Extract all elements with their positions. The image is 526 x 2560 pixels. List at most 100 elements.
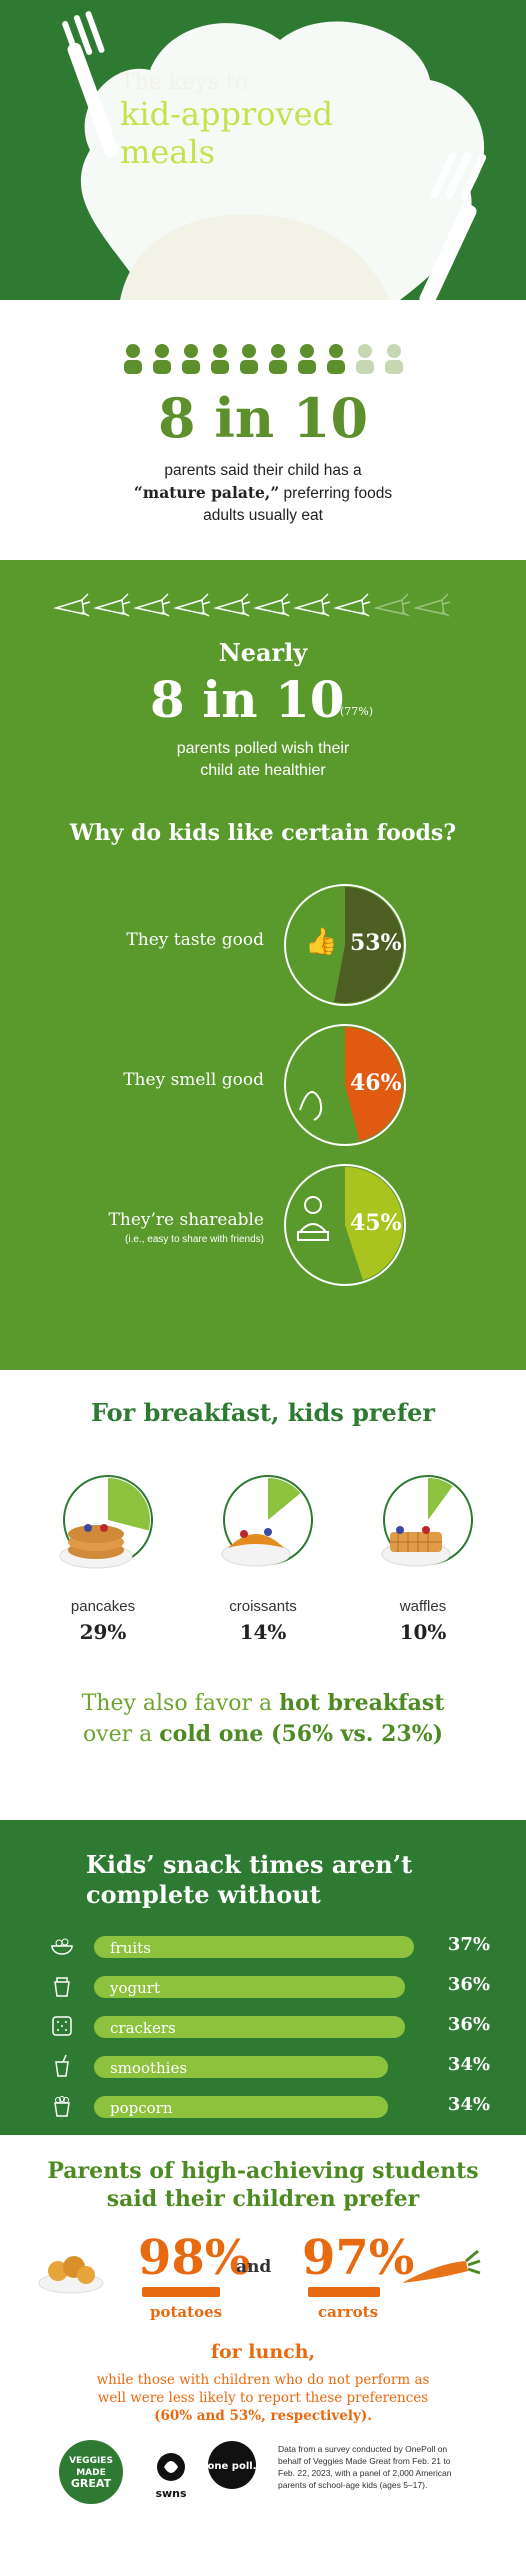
pancakes-value: 29% — [79, 1620, 127, 1644]
snack-label-smoothies: smoothies — [110, 2059, 188, 2077]
carrots-label: carrots — [318, 2303, 379, 2321]
snack-value-crackers: 36% — [447, 2014, 490, 2035]
snack-label-popcorn: popcorn — [110, 2099, 173, 2117]
snack-value-popcorn: 34% — [447, 2094, 490, 2115]
stat2-percent: (77%) — [340, 705, 374, 718]
note-line3: Feb. 22, 2023, with a panel of 2,000 Ame… — [278, 2468, 452, 2478]
snack-value-fruits: 37% — [447, 1934, 490, 1955]
waffles-slice — [428, 1478, 453, 1520]
onepoll-logo: one poll. — [208, 2441, 257, 2489]
potatoes-label: potatoes — [150, 2303, 223, 2321]
thumbs-up-icon: 👍 — [305, 926, 337, 957]
breakfast-item-pancakes: pancakes 29% — [28, 1470, 178, 1670]
waffles-pie — [381, 1475, 473, 1567]
hot-breakfast-text: They also favor a hot breakfast over a c… — [0, 1688, 526, 1750]
snack-value-yogurt: 36% — [447, 1974, 490, 1995]
reason-smell-slice — [345, 1027, 404, 1142]
reason-share-pie — [284, 1164, 406, 1286]
comparison-line3: (60% and 53%, respectively). — [154, 2408, 372, 2424]
breakfast-title: For breakfast, kids prefer — [90, 1398, 436, 1427]
snack-row-fruits: fruits 37% — [50, 1932, 490, 1960]
reason-taste-label: They taste good — [126, 930, 264, 950]
smoothie-cup-icon — [55, 2054, 69, 2077]
carrot-icons-row — [53, 593, 451, 617]
snack-row-smoothies: smoothies 34% — [50, 2052, 490, 2080]
breakfast-item-croissants: croissants 14% — [188, 1470, 338, 1670]
mature-palate-stat: 8 in 10 parents said their child has a “… — [0, 300, 526, 560]
sharing-kid-icon — [297, 1196, 329, 1241]
survey-note: Data from a survey conducted by OnePoll … — [278, 2443, 498, 2491]
croissants-slice — [268, 1478, 301, 1520]
reason-share-value: 45% — [350, 1210, 402, 1236]
snack-bar-smoothies: smoothies — [94, 2056, 388, 2078]
pancakes-pie — [59, 1475, 153, 1569]
parent-icons-row — [124, 344, 403, 374]
stat1-caption-bold: “mature palate,” — [133, 483, 280, 502]
reason-smell-value: 46% — [350, 1070, 402, 1096]
stat2-caption: parents polled wish their child ate heal… — [0, 738, 526, 782]
stat1-big-number: 8 in 10 — [157, 386, 369, 450]
stat2-big-number: 8 in 10 — [150, 670, 345, 729]
pancakes-label: pancakes — [70, 1598, 136, 1615]
snack-bar-fruits: fruits — [94, 1936, 414, 1958]
snack-row-crackers: crackers 36% — [50, 2012, 490, 2040]
header-title-line2: kid-approved — [120, 95, 334, 133]
waffles-label: waffles — [399, 1598, 447, 1615]
cracker-icon — [52, 2016, 72, 2036]
veggies-made-great-logo: VEGGIES MADE GREAT — [59, 2440, 123, 2504]
carrot-icon — [402, 2249, 481, 2283]
stat1-caption-line3: adults usually eat — [203, 507, 323, 524]
hot-line1-bold: hot breakfast — [279, 1690, 445, 1716]
snack-label-crackers: crackers — [110, 2019, 176, 2037]
carrots-underline — [308, 2287, 380, 2297]
lunch-section: Parents of high-achieving students said … — [0, 2135, 526, 2425]
fruit-bowl-icon — [51, 1938, 73, 1955]
waffles-value: 10% — [399, 1620, 447, 1644]
svg-text:swns: swns — [155, 2487, 187, 2500]
lunch-title: Parents of high-achieving students said … — [0, 2157, 526, 2213]
reason-smell: They smell good 46% — [0, 1020, 526, 1150]
snack-bar-yogurt: yogurt — [94, 1976, 405, 1998]
footer: VEGGIES MADE GREAT swns one poll. Data f… — [0, 2425, 526, 2560]
reason-taste-value: 53% — [350, 930, 402, 956]
reason-taste-slice — [334, 887, 404, 1003]
reason-share-slice — [345, 1167, 403, 1281]
breakfast-section: For breakfast, kids prefer pancakes 29% … — [0, 1370, 526, 1820]
stat1-caption: parents said their child has a “mature p… — [110, 460, 416, 527]
svg-text:one poll.: one poll. — [208, 2461, 257, 2472]
snacks-section: Kids’ snack times aren’t complete withou… — [0, 1820, 526, 2135]
reason-share-sublabel: (i.e., easy to share with friends) — [125, 1234, 264, 1245]
reason-share-label: They’re shareable — [108, 1210, 264, 1230]
comparison-line1: while those with children who do not per… — [96, 2372, 430, 2388]
note-line2: behalf of Veggies Made Great from Feb. 2… — [278, 2456, 451, 2466]
comparison-line2: well were less likely to report these pr… — [97, 2390, 429, 2406]
hot-line2-bold: cold one (56% vs. 23%) — [159, 1721, 444, 1747]
lunch-title-line1: Parents of high-achieving students — [47, 2158, 479, 2184]
snack-row-yogurt: yogurt 36% — [50, 1972, 490, 2000]
svg-text:VEGGIES: VEGGIES — [69, 2456, 113, 2466]
popcorn-icon — [54, 2096, 70, 2117]
nearly-label: Nearly — [218, 638, 308, 667]
stat1-caption-line2: preferring foods — [279, 485, 393, 502]
why-title: Why do kids like certain foods? — [69, 820, 457, 846]
pancakes-slice — [108, 1478, 150, 1531]
snacks-title: Kids’ snack times aren’t complete withou… — [86, 1850, 412, 1910]
snack-label-yogurt: yogurt — [110, 1979, 160, 1997]
stat2-caption-line1: parents polled wish their — [176, 740, 350, 757]
reason-smell-pie — [284, 1024, 406, 1146]
hot-line2-pre: over a — [82, 1722, 160, 1747]
potatoes-underline — [142, 2287, 220, 2297]
potatoes-value: 98% — [138, 2230, 251, 2286]
swns-logo: swns — [155, 2453, 187, 2500]
breakfast-item-waffles: waffles 10% — [348, 1470, 498, 1670]
croissants-pie — [221, 1475, 313, 1567]
snack-bar-crackers: crackers — [94, 2016, 405, 2038]
stat1-caption-line1: parents said their child has a — [164, 462, 362, 479]
reason-taste: They taste good 👍 53% — [0, 880, 526, 1010]
note-line1: Data from a survey conducted by OnePoll … — [278, 2444, 448, 2454]
kid-silhouette-illustration — [62, 11, 487, 300]
header-title-line3: meals — [120, 133, 216, 171]
potato-wedges-icon — [38, 2256, 104, 2294]
note-line4: parents of school-age kids (ages 5–17). — [278, 2480, 428, 2490]
svg-text:MADE: MADE — [76, 2468, 106, 2478]
